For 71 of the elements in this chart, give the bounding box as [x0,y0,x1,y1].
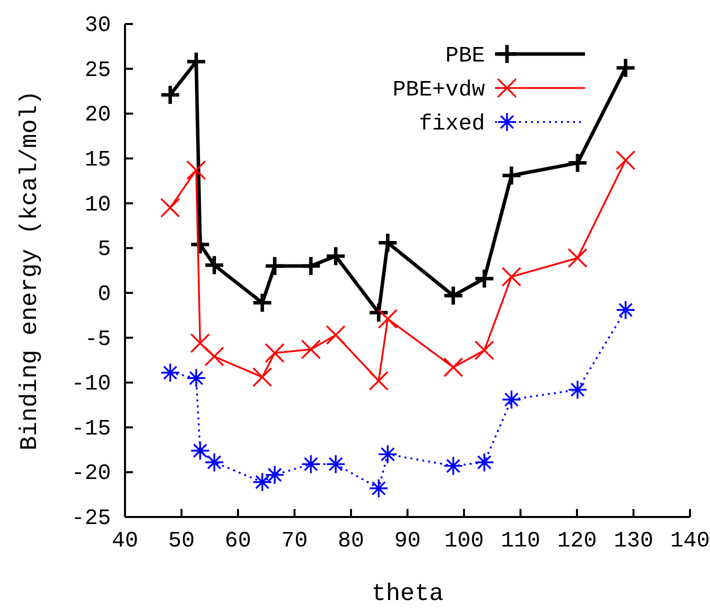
point [300,339,321,360]
point [568,380,588,400]
point [474,340,494,360]
x-tick-label: 50 [168,528,195,554]
point [568,248,588,268]
point [368,302,390,324]
point [264,255,286,277]
point [368,478,389,498]
y-tick-label: -15 [71,416,111,442]
point [378,444,398,464]
x-tick-label: 80 [338,528,364,554]
point [368,370,389,391]
y-tick-label: 5 [98,237,111,262]
point [160,198,180,218]
y-tick-label: -5 [84,326,111,352]
point [443,456,464,476]
point [264,343,285,363]
point [376,232,398,254]
y-tick-label: -20 [71,461,111,486]
point [326,454,346,474]
y-tick-label: 25 [84,58,111,83]
point [502,390,522,410]
point [326,325,346,345]
point [190,333,210,354]
x-tick-label: 130 [614,528,654,554]
point [204,452,224,472]
y-tick-label: 10 [84,192,111,218]
point [204,254,226,276]
point [190,440,210,461]
point [252,367,272,388]
y-tick-label: 30 [84,13,111,38]
y-tick-label: -10 [71,372,111,397]
legend-label: PBE [445,44,485,69]
point [443,357,464,378]
point [616,300,636,320]
point [614,57,636,79]
x-tick-label: 90 [394,528,421,554]
point [185,50,207,72]
point [252,292,274,314]
point [566,152,588,174]
point [500,164,522,186]
point [442,284,464,306]
y-tick-label: 20 [84,102,111,128]
point [616,150,636,170]
point [300,255,322,277]
legend-label: PBE+vdw [392,78,485,103]
point [378,309,398,329]
x-tick-label: 120 [557,528,597,554]
x-tick-label: 140 [670,528,710,554]
point [186,160,206,180]
x-tick-label: 60 [224,528,252,554]
point [159,84,181,106]
point [502,266,522,287]
y-axis-title: Binding energy (kcal/mol) [17,90,44,451]
point [204,346,224,366]
point [324,245,346,267]
y-tick-label: 15 [84,147,111,172]
y-tick-label: -25 [71,506,111,532]
point [160,362,180,383]
y-tick-label: 0 [98,282,111,307]
point [474,452,494,472]
x-tick-label: 100 [444,528,484,554]
x-tick-label: 40 [112,528,138,554]
legend-label: fixed [418,112,485,137]
point [300,454,321,474]
x-tick-label: 70 [281,528,308,554]
x-axis-title: theta [371,581,444,608]
point [189,234,211,256]
x-tick-label: 110 [500,528,540,554]
point [474,268,496,290]
point [186,368,206,388]
